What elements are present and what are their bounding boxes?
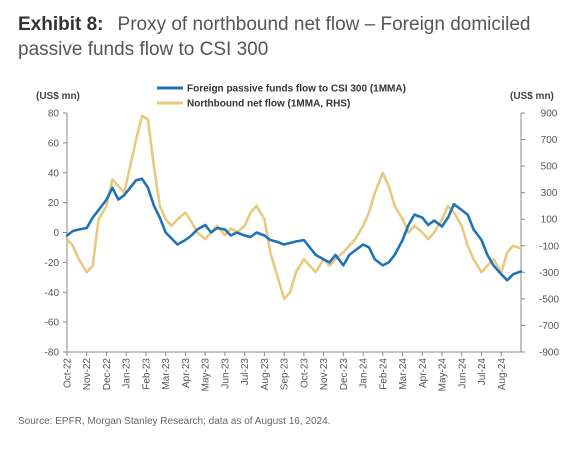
x-tick-label: Aug-24 — [497, 358, 508, 391]
source-note: Source: EPFR, Morgan Stanley Research; d… — [18, 416, 331, 427]
x-tick-label: Dec-22 — [102, 358, 113, 391]
x-tick-label: Mar-23 — [161, 358, 172, 390]
x-tick-label: Jul-24 — [477, 358, 488, 386]
series-line-northbound — [65, 114, 523, 301]
y-tick-label-right: -100 — [539, 241, 559, 252]
y-tick-label-right: 700 — [541, 135, 558, 146]
x-tick-label: Jun-24 — [457, 358, 468, 389]
x-tick-label: Jan-23 — [122, 358, 133, 389]
x-tick-label: Jan-24 — [359, 358, 370, 389]
legend-label-passive: Foreign passive funds flow to CSI 300 (1… — [187, 84, 406, 95]
y-unit-label-left: (US$ mn) — [36, 91, 80, 102]
y-tick-label-right: 900 — [541, 109, 558, 120]
y-tick-label-left: 0 — [53, 228, 59, 239]
y-tick-label-right: -300 — [539, 268, 559, 279]
x-tick-label: Feb-23 — [141, 358, 152, 390]
y-tick-label-right: 100 — [541, 215, 558, 226]
series-line-passive — [65, 177, 523, 282]
y-tick-label-left: -60 — [45, 318, 60, 329]
x-tick-label: Feb-24 — [378, 358, 389, 390]
x-tick-label: Jul-23 — [240, 358, 251, 386]
y-unit-label-right: (US$ mn) — [510, 91, 554, 102]
x-tick-label: Jun-23 — [220, 358, 231, 389]
legend-label-northbound: Northbound net flow (1MMA, RHS) — [187, 99, 350, 110]
exhibit-title-text: Proxy of northbound net flow – Foreign d… — [18, 14, 531, 60]
y-tick-label-left: -40 — [45, 288, 60, 299]
x-tick-label: May-24 — [438, 358, 449, 392]
y-tick-label-right: -900 — [539, 348, 559, 359]
x-tick-label: Sep-23 — [280, 358, 291, 391]
x-tick-label: Nov-23 — [319, 358, 330, 391]
x-tick-label: Apr-23 — [181, 358, 192, 388]
y-tick-label-left: 40 — [48, 168, 60, 179]
y-tick-label-right: -500 — [539, 294, 559, 305]
y-tick-label-left: -80 — [45, 348, 60, 359]
y-tick-label-right: 500 — [541, 162, 558, 173]
y-tick-label-left: 80 — [48, 109, 60, 120]
y-tick-label-right: -700 — [539, 321, 559, 332]
exhibit-title: Exhibit 8: Proxy of northbound net flow –… — [18, 12, 568, 62]
y-tick-label-right: 300 — [541, 188, 558, 199]
x-tick-label: Mar-24 — [398, 358, 409, 390]
exhibit-label: Exhibit 8: — [18, 14, 104, 35]
x-tick-label: Aug-23 — [260, 358, 271, 391]
y-tick-label-left: 60 — [48, 138, 60, 149]
x-tick-label: Apr-24 — [418, 358, 429, 388]
x-tick-label: Dec-23 — [339, 358, 350, 391]
y-tick-label-left: 20 — [48, 198, 60, 209]
x-tick-label: Nov-22 — [82, 358, 93, 391]
x-tick-label: Oct-23 — [299, 358, 310, 388]
y-tick-label-left: -20 — [45, 258, 60, 269]
x-tick-label: May-23 — [201, 358, 212, 392]
x-tick-label: Oct-22 — [63, 358, 74, 388]
